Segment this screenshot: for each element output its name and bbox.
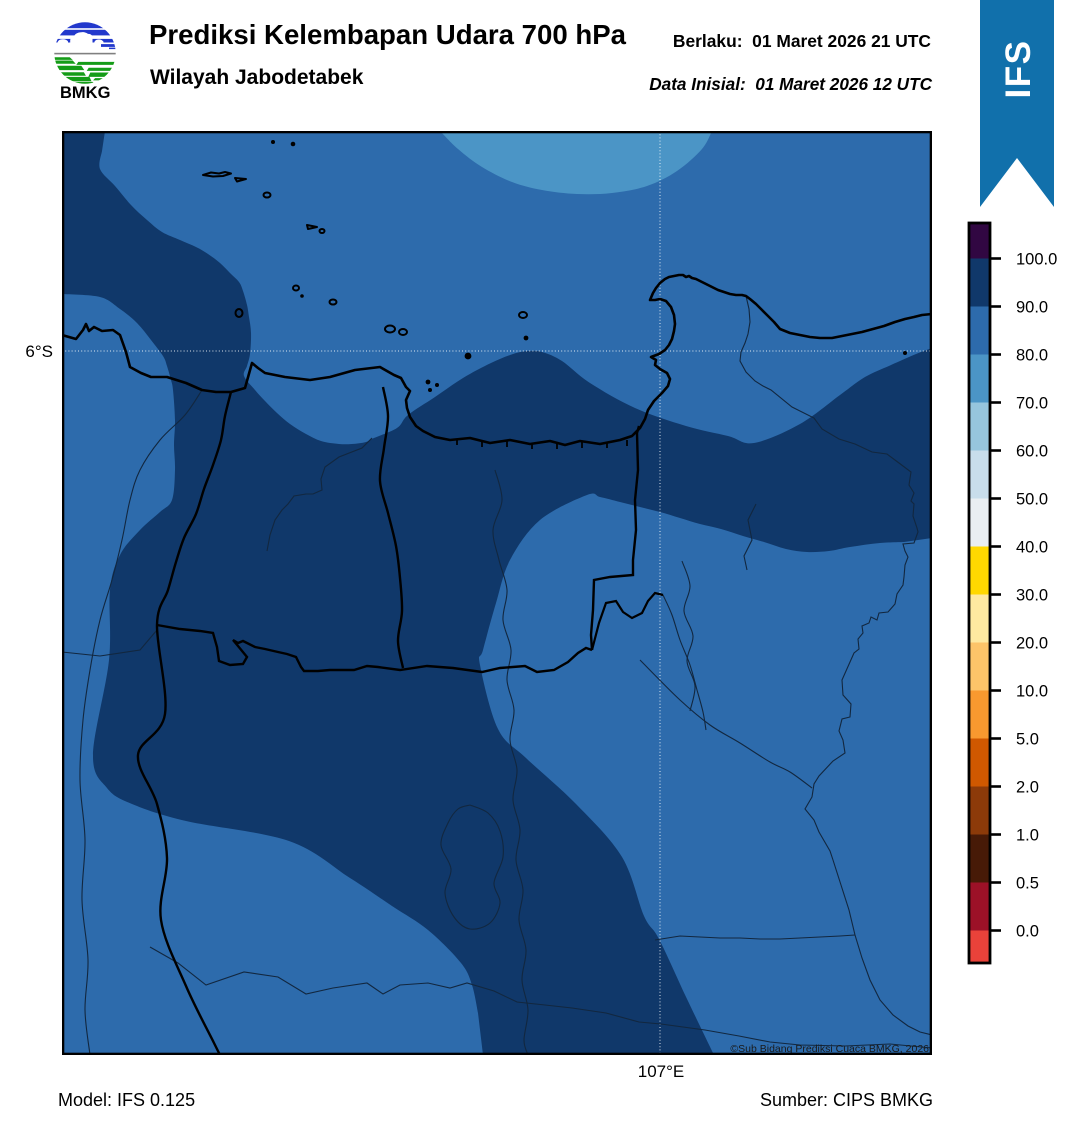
- svg-text:70.0: 70.0: [1016, 395, 1048, 413]
- svg-text:©Sub Bidang Prediksi Cuaca BMK: ©Sub Bidang Prediksi Cuaca BMKG, 2026: [730, 1043, 929, 1055]
- svg-text:40.0: 40.0: [1016, 539, 1048, 557]
- svg-text:5.0: 5.0: [1016, 731, 1039, 749]
- svg-text:10.0: 10.0: [1016, 683, 1048, 701]
- svg-text:IFS: IFS: [999, 40, 1038, 99]
- svg-text:1.0: 1.0: [1016, 827, 1039, 845]
- svg-text:80.0: 80.0: [1016, 347, 1048, 365]
- svg-text:2.0: 2.0: [1016, 779, 1039, 797]
- svg-text:30.0: 30.0: [1016, 587, 1048, 605]
- svg-text:0.0: 0.0: [1016, 923, 1039, 941]
- svg-text:0.5: 0.5: [1016, 875, 1039, 893]
- svg-text:50.0: 50.0: [1016, 491, 1048, 509]
- svg-text:20.0: 20.0: [1016, 635, 1048, 653]
- svg-text:100.0: 100.0: [1016, 251, 1057, 269]
- svg-text:60.0: 60.0: [1016, 443, 1048, 461]
- svg-text:90.0: 90.0: [1016, 299, 1048, 317]
